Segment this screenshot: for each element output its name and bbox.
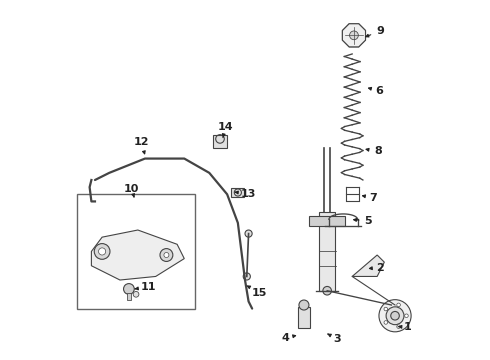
Text: 8: 8 <box>366 147 382 157</box>
Circle shape <box>397 325 400 328</box>
Bar <box>231 188 245 197</box>
Circle shape <box>123 284 134 294</box>
Bar <box>213 135 227 148</box>
Text: 12: 12 <box>134 138 149 154</box>
Circle shape <box>299 300 309 310</box>
Circle shape <box>243 273 250 280</box>
Bar <box>297 307 310 328</box>
Circle shape <box>323 287 331 295</box>
Circle shape <box>384 321 388 324</box>
Bar <box>77 194 195 309</box>
Text: 15: 15 <box>247 286 267 297</box>
Polygon shape <box>92 230 184 280</box>
Circle shape <box>386 307 404 325</box>
Circle shape <box>397 303 400 307</box>
Text: 7: 7 <box>363 193 377 203</box>
Circle shape <box>384 307 388 311</box>
Polygon shape <box>309 216 345 226</box>
Circle shape <box>405 314 408 318</box>
Text: 4: 4 <box>281 333 295 343</box>
Text: 14: 14 <box>218 122 233 138</box>
Polygon shape <box>343 24 366 47</box>
Circle shape <box>160 249 173 261</box>
Bar <box>319 212 335 291</box>
Circle shape <box>349 31 358 40</box>
Circle shape <box>245 230 252 237</box>
Text: 9: 9 <box>366 26 384 37</box>
Text: 5: 5 <box>354 216 372 226</box>
Circle shape <box>164 252 169 257</box>
Text: 6: 6 <box>368 86 383 96</box>
Text: 1: 1 <box>398 322 412 332</box>
Text: 10: 10 <box>124 184 140 197</box>
Polygon shape <box>352 255 384 276</box>
Text: 13: 13 <box>235 189 256 199</box>
Text: 11: 11 <box>135 282 156 292</box>
Circle shape <box>379 300 411 332</box>
Circle shape <box>133 292 139 297</box>
Circle shape <box>391 311 399 320</box>
Text: 2: 2 <box>369 262 384 273</box>
Circle shape <box>98 248 106 255</box>
Circle shape <box>94 244 110 259</box>
Bar <box>127 293 131 300</box>
Text: 3: 3 <box>328 334 341 344</box>
